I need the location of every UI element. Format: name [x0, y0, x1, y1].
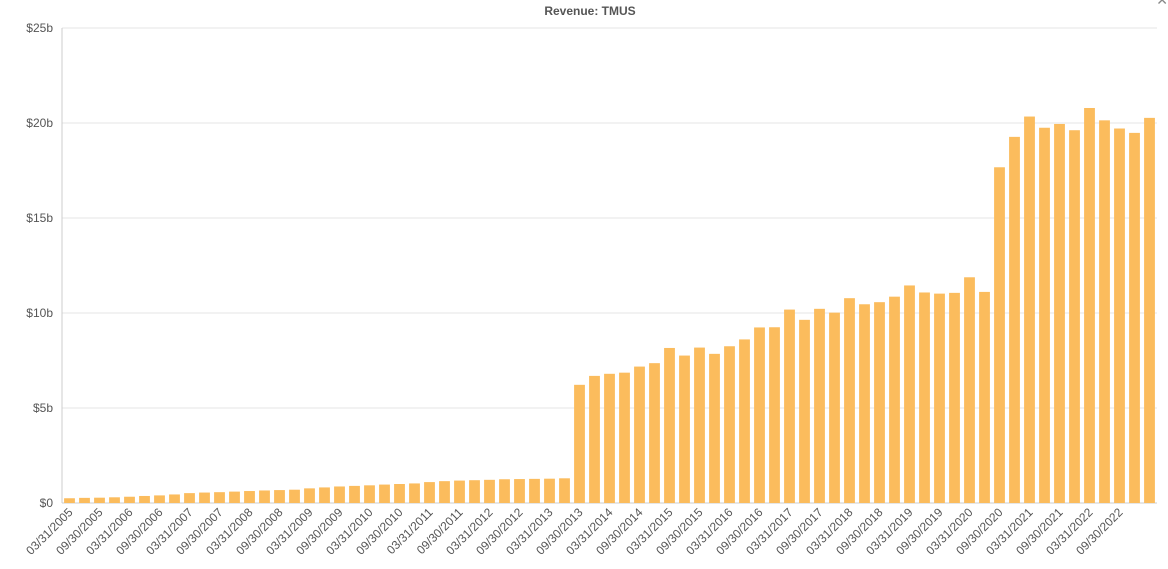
bar[interactable]: [604, 373, 615, 503]
bar[interactable]: [739, 339, 750, 503]
bar[interactable]: [319, 487, 330, 503]
bar[interactable]: [1084, 107, 1095, 504]
bar[interactable]: [439, 481, 450, 503]
bar[interactable]: [1114, 128, 1125, 503]
bar[interactable]: [244, 491, 255, 503]
bar[interactable]: [979, 291, 990, 503]
bar[interactable]: [889, 296, 900, 503]
bar[interactable]: [499, 479, 510, 503]
y-tick-label: $15b: [26, 211, 53, 225]
bar[interactable]: [259, 490, 270, 503]
bar[interactable]: [964, 277, 975, 503]
bar[interactable]: [409, 483, 420, 503]
bar[interactable]: [1024, 116, 1035, 503]
bar[interactable]: [619, 372, 630, 503]
bar[interactable]: [349, 485, 360, 503]
bar[interactable]: [109, 497, 120, 503]
bar[interactable]: [289, 489, 300, 503]
bar[interactable]: [859, 304, 870, 503]
bar[interactable]: [529, 478, 540, 503]
bar[interactable]: [1069, 130, 1080, 503]
bar[interactable]: [874, 302, 885, 503]
y-axis: $0 $5b $10b $15b $20b $25b: [26, 21, 63, 510]
bars: [64, 107, 1155, 504]
x-axis: 03/31/200509/30/200503/31/200609/30/2006…: [23, 505, 1126, 558]
bar[interactable]: [934, 293, 945, 503]
bar[interactable]: [229, 491, 240, 503]
bar[interactable]: [949, 292, 960, 503]
bar[interactable]: [214, 492, 225, 503]
bar[interactable]: [769, 327, 780, 503]
y-tick-label: $0: [40, 496, 54, 510]
bar[interactable]: [994, 167, 1005, 503]
bar[interactable]: [154, 495, 165, 503]
bar[interactable]: [679, 355, 690, 503]
bar[interactable]: [424, 482, 435, 503]
bar[interactable]: [709, 353, 720, 503]
bar[interactable]: [664, 347, 675, 503]
bar[interactable]: [184, 493, 195, 503]
bar[interactable]: [379, 484, 390, 503]
bar[interactable]: [724, 346, 735, 503]
bar[interactable]: [844, 298, 855, 503]
bar[interactable]: [334, 486, 345, 503]
bar[interactable]: [589, 375, 600, 503]
bar[interactable]: [574, 384, 585, 503]
bar[interactable]: [694, 347, 705, 503]
bar[interactable]: [484, 479, 495, 503]
y-tick-label: $25b: [26, 21, 53, 35]
bar[interactable]: [454, 480, 465, 503]
bar[interactable]: [304, 488, 315, 503]
bar[interactable]: [829, 312, 840, 503]
y-tick-label: $10b: [26, 306, 53, 320]
y-tick-label: $5b: [33, 401, 53, 415]
bar[interactable]: [274, 490, 285, 503]
bar[interactable]: [799, 319, 810, 503]
bar[interactable]: [94, 497, 105, 503]
bar[interactable]: [559, 478, 570, 503]
bar[interactable]: [469, 480, 480, 503]
bar[interactable]: [169, 494, 180, 503]
bar[interactable]: [784, 309, 795, 503]
bar[interactable]: [904, 285, 915, 503]
bar[interactable]: [139, 495, 150, 503]
bar[interactable]: [514, 479, 525, 503]
bar[interactable]: [1129, 132, 1140, 503]
chart-title: Revenue: TMUS: [544, 4, 636, 18]
bar[interactable]: [1039, 127, 1050, 503]
bar[interactable]: [649, 363, 660, 503]
bar[interactable]: [634, 366, 645, 503]
bar[interactable]: [544, 478, 555, 503]
bar[interactable]: [814, 308, 825, 503]
bar[interactable]: [394, 484, 405, 503]
bar[interactable]: [1009, 136, 1020, 503]
bar[interactable]: [919, 292, 930, 503]
bar[interactable]: [199, 492, 210, 503]
bar[interactable]: [64, 498, 75, 503]
close-icon[interactable]: ✕: [1156, 0, 1168, 8]
bar[interactable]: [1099, 120, 1110, 503]
bar[interactable]: [79, 497, 90, 503]
bar[interactable]: [1054, 123, 1065, 503]
bar[interactable]: [754, 327, 765, 503]
bar[interactable]: [1144, 117, 1155, 504]
bar[interactable]: [364, 485, 375, 503]
y-tick-label: $20b: [26, 116, 53, 130]
bar[interactable]: [124, 496, 135, 503]
